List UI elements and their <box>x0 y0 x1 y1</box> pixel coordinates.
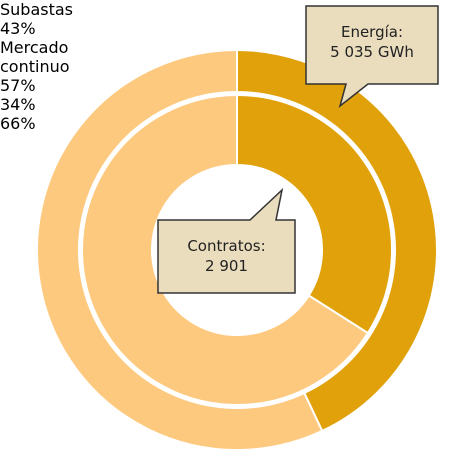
data-label: 34% <box>0 95 50 114</box>
callout-title: Energía: <box>340 23 404 41</box>
donut-segment <box>236 93 393 335</box>
data-label: Subastas 43% <box>0 0 90 38</box>
callout-text: 2 901 <box>205 257 248 275</box>
callout: Contratos: 2 901 <box>158 236 295 276</box>
callout-box <box>157 187 296 294</box>
callout-box <box>305 5 439 108</box>
donut-segment <box>236 48 438 433</box>
value-label: 57% <box>0 76 36 95</box>
callout-title: Contratos: <box>187 237 266 255</box>
value-label: 66% <box>0 114 36 133</box>
data-label: Mercado continuo 57% <box>0 38 110 95</box>
category-label: Mercado continuo <box>0 38 70 76</box>
value-label: 43% <box>0 19 36 38</box>
callout-text: 5 035 GWh <box>330 43 414 61</box>
data-label: 66% <box>0 114 50 133</box>
callout: Energía: 5 035 GWh <box>306 22 438 62</box>
donut-segment <box>81 93 370 406</box>
category-label: Subastas <box>0 0 74 19</box>
donut-segment <box>36 48 324 451</box>
value-label: 34% <box>0 95 36 114</box>
